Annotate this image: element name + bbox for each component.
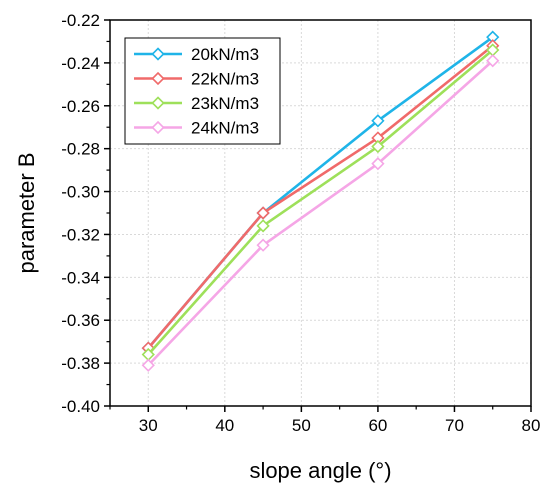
series-24kN/m3 <box>141 54 500 372</box>
x-tick-label: 70 <box>445 416 464 435</box>
legend-swatch-marker <box>151 96 165 110</box>
legend-swatch-marker <box>151 71 165 86</box>
y-tick-label: -0.22 <box>61 11 100 30</box>
legend-label: 20kN/m3 <box>191 45 259 64</box>
data-point <box>256 238 270 252</box>
y-tick-label: -0.26 <box>61 97 100 116</box>
y-tick-label: -0.38 <box>61 354 100 373</box>
series-line <box>147 49 494 356</box>
series-line <box>147 44 494 349</box>
legend-label: 24kN/m3 <box>191 119 259 138</box>
y-tick-label: -0.34 <box>61 268 100 287</box>
x-tick-label: 60 <box>368 416 387 435</box>
data-point <box>486 54 500 68</box>
data-point <box>141 358 155 372</box>
series-line <box>147 59 494 367</box>
legend-label: 23kN/m3 <box>191 94 259 113</box>
axes: 30 40 50 60 70 80 -0.40 -0.38 -0.36 -0.34 -0.32 -0.… <box>61 11 540 435</box>
x-tick-label: 80 <box>522 416 541 435</box>
data-point <box>371 157 385 171</box>
legend: 20kN/m3 22kN/m3 23kN/m3 24kN/m3 <box>124 37 281 145</box>
legend-swatch-marker <box>151 47 165 61</box>
y-tick-label: -0.30 <box>61 183 100 202</box>
x-tick-label: 50 <box>292 416 311 435</box>
y-tick-label: -0.40 <box>61 397 100 416</box>
data-point <box>256 206 270 220</box>
data-point <box>371 139 385 154</box>
x-axis-title: slope angle (°) <box>249 458 391 483</box>
legend-label: 22kN/m3 <box>191 70 259 89</box>
y-tick-label: -0.24 <box>61 54 100 73</box>
y-tick-label: -0.28 <box>61 140 100 159</box>
data-point <box>256 219 270 233</box>
x-tick-label: 30 <box>139 416 158 435</box>
y-axis-title: parameter B <box>14 152 39 273</box>
series-22kN/m3 <box>141 39 500 355</box>
series-layer <box>141 30 500 372</box>
x-tick-label: 40 <box>215 416 234 435</box>
series-23kN/m3 <box>141 43 500 362</box>
legend-swatch-marker <box>151 120 165 135</box>
y-tick-label: -0.36 <box>61 311 100 330</box>
data-point <box>371 114 385 128</box>
y-tick-label: -0.32 <box>61 225 100 244</box>
